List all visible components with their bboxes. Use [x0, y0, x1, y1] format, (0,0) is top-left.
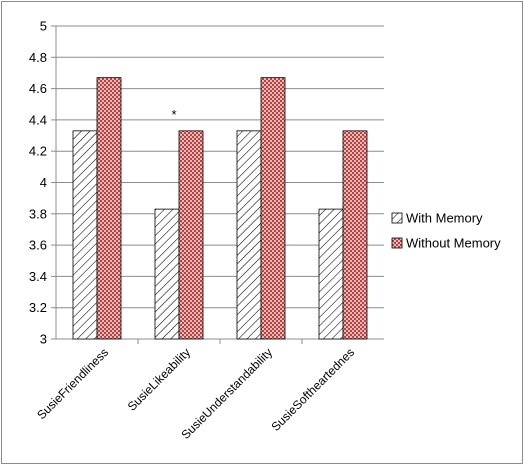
y-tick-label: 4.2	[29, 144, 47, 159]
category-label: SusieFriendliness	[34, 345, 111, 422]
y-tick-label: 3	[40, 332, 47, 347]
y-tick-label: 3.8	[29, 206, 47, 221]
category-label: SusieUnderstandability	[178, 345, 275, 442]
bars	[72, 77, 368, 340]
y-tick-label: 3.6	[29, 238, 47, 253]
category-label: SusieLikeability	[125, 345, 193, 413]
bar-with-memory	[236, 130, 262, 340]
bar-with-memory	[72, 130, 98, 340]
legend: With Memory Without Memory	[391, 211, 501, 251]
bar-with-memory	[318, 208, 344, 340]
legend-swatch	[391, 237, 403, 249]
y-tick-label: 4	[40, 175, 47, 190]
y-tick-label: 3.2	[29, 300, 47, 315]
legend-label: Without Memory	[406, 236, 501, 251]
bar-without-memory	[260, 77, 286, 340]
legend-swatch	[391, 212, 403, 224]
bar-without-memory	[96, 77, 122, 340]
y-tick-label: 4.4	[29, 112, 47, 127]
y-tick-label: 5	[40, 19, 47, 34]
y-tick-label: 4.8	[29, 50, 47, 65]
bar-with-memory	[154, 208, 180, 340]
y-tick-label: 3.4	[29, 269, 47, 284]
bar-without-memory	[178, 130, 204, 340]
category-label: SusieSoftheartednes	[268, 345, 357, 434]
y-tick-label: 4.6	[29, 81, 47, 96]
significance-marker: *	[171, 107, 176, 122]
bar-without-memory	[342, 130, 368, 340]
y-tick-labels: 3 3.2 3.4 3.6 3.8 4 4.2 4.4 4.6 4.8 5	[29, 19, 47, 347]
annotations: *	[171, 107, 176, 122]
category-labels: SusieFriendliness SusieLikeabilitySusieUn…	[34, 345, 357, 442]
legend-label: With Memory	[406, 211, 483, 226]
